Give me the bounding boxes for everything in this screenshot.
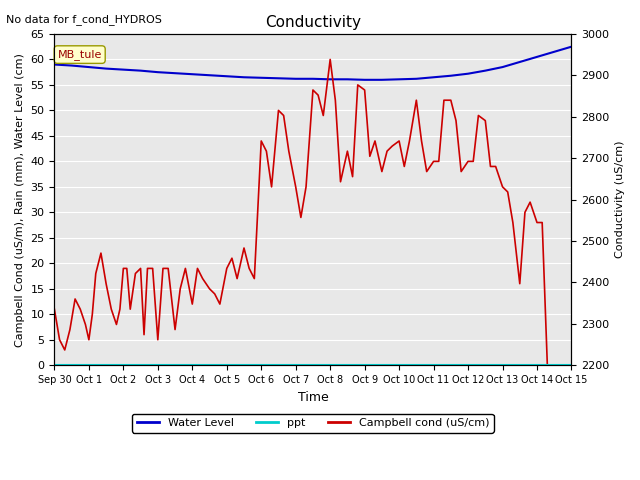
Title: Conductivity: Conductivity	[265, 15, 361, 30]
Text: MB_tule: MB_tule	[58, 49, 102, 60]
Y-axis label: Conductivity (uS/cm): Conductivity (uS/cm)	[615, 141, 625, 258]
Y-axis label: Campbell Cond (uS/m), Rain (mm), Water Level (cm): Campbell Cond (uS/m), Rain (mm), Water L…	[15, 53, 25, 347]
Text: No data for f_cond_HYDROS: No data for f_cond_HYDROS	[6, 14, 163, 25]
X-axis label: Time: Time	[298, 391, 328, 404]
Legend: Water Level, ppt, Campbell cond (uS/cm): Water Level, ppt, Campbell cond (uS/cm)	[132, 414, 493, 432]
